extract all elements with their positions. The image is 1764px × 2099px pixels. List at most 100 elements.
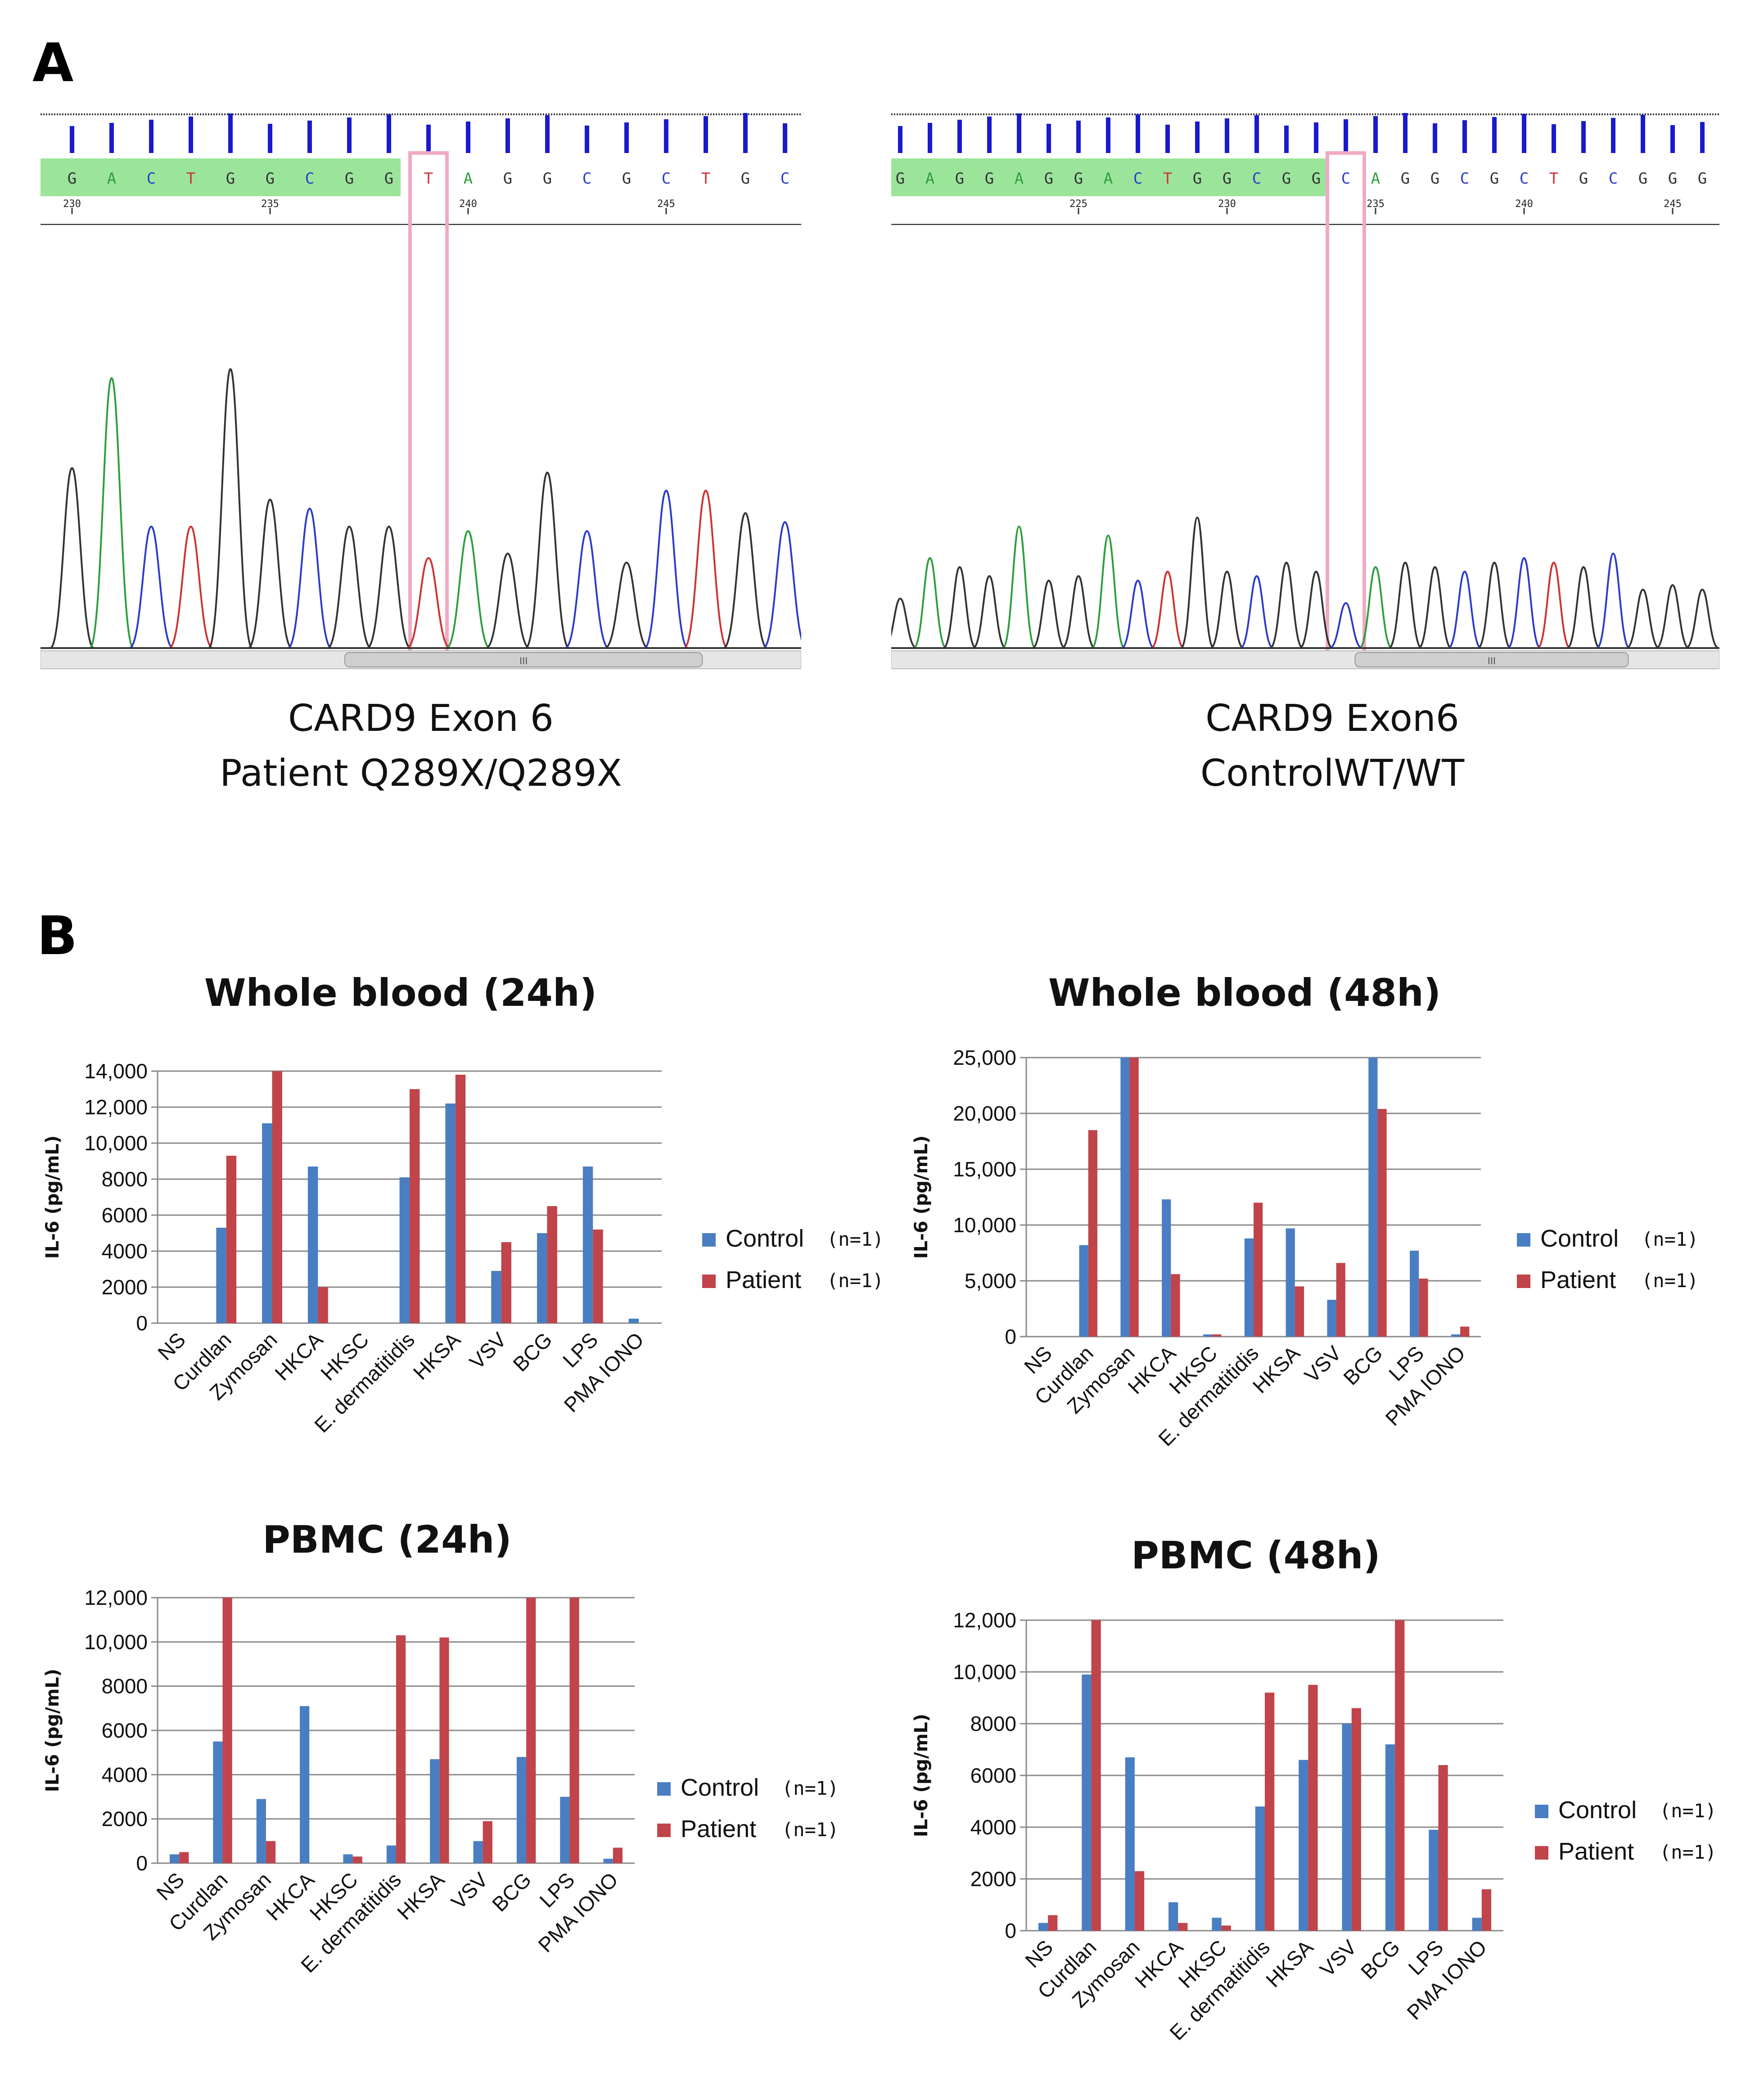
panel-label-a: A bbox=[32, 32, 74, 94]
y-tick-label: 0 bbox=[1005, 1325, 1016, 1348]
chromatogram-peak bbox=[485, 552, 530, 649]
chart-title: Whole blood (24h) bbox=[204, 971, 597, 1015]
quality-bar bbox=[1017, 113, 1021, 153]
y-tick-label: 10,000 bbox=[84, 1630, 148, 1653]
bar-control bbox=[473, 1841, 483, 1863]
y-tick-label: 0 bbox=[136, 1311, 148, 1335]
chromatogram-peak bbox=[972, 575, 1006, 649]
bar-control bbox=[307, 1167, 318, 1323]
legend-n-control: (n=1) bbox=[1660, 1800, 1716, 1822]
base-call: C bbox=[662, 170, 671, 188]
chromatogram-peak bbox=[564, 530, 609, 649]
base-call: T bbox=[701, 170, 710, 188]
legend-n-control: (n=1) bbox=[827, 1228, 882, 1250]
x-tick-label: VSV bbox=[1300, 1341, 1346, 1387]
base-call: C bbox=[1341, 170, 1350, 188]
bar-control bbox=[1162, 1199, 1171, 1337]
base-call: T bbox=[1549, 170, 1558, 188]
trace-quality-band bbox=[891, 158, 1328, 196]
y-tick-label: 10,000 bbox=[84, 1131, 148, 1155]
chromatogram-peak bbox=[1477, 561, 1511, 649]
base-call: G bbox=[345, 170, 354, 188]
position-label: 225 bbox=[1069, 198, 1087, 210]
bar-control bbox=[1255, 1806, 1265, 1931]
chromatogram-peak bbox=[446, 530, 491, 649]
base-call: G bbox=[1044, 170, 1053, 188]
x-tick-label: BCG bbox=[487, 1868, 536, 1916]
quality-bar bbox=[1106, 117, 1110, 153]
base-call: G bbox=[1074, 170, 1083, 188]
y-tick-label: 6000 bbox=[102, 1203, 148, 1227]
base-call: G bbox=[1223, 170, 1232, 188]
chromatogram-peak bbox=[1626, 588, 1660, 649]
bar-control bbox=[1203, 1334, 1213, 1337]
bar-patient bbox=[272, 1071, 282, 1323]
base-call: G bbox=[1579, 170, 1588, 188]
x-tick-label: HKCA bbox=[270, 1328, 327, 1385]
bar-patient bbox=[1460, 1326, 1470, 1337]
bar-control bbox=[560, 1797, 570, 1863]
bar-control bbox=[1368, 1058, 1378, 1337]
quality-bar bbox=[957, 120, 962, 153]
bar-control bbox=[1429, 1829, 1439, 1931]
chromatogram-peak bbox=[1656, 584, 1690, 649]
bar-control bbox=[262, 1123, 272, 1323]
y-tick-label: 6000 bbox=[970, 1764, 1016, 1787]
base-call: A bbox=[107, 170, 116, 188]
quality-bar bbox=[307, 121, 312, 153]
quality-bar bbox=[466, 122, 470, 153]
quality-bar bbox=[624, 122, 629, 153]
quality-bar bbox=[783, 123, 787, 153]
base-call: G bbox=[896, 170, 905, 188]
bar-control bbox=[1168, 1902, 1178, 1931]
y-tick-label: 2000 bbox=[102, 1275, 148, 1299]
caption-patient: CARD9 Exon 6 Patient Q289X/Q289X bbox=[41, 691, 801, 801]
bar-patient bbox=[1254, 1203, 1263, 1337]
chart-title: PBMC (48h) bbox=[1131, 1533, 1381, 1577]
chromatogram-peak bbox=[1210, 570, 1244, 649]
base-call: G bbox=[622, 170, 631, 188]
panel-label-b: B bbox=[37, 905, 77, 967]
legend-swatch-patient bbox=[702, 1275, 716, 1288]
quality-bar bbox=[585, 126, 589, 153]
bar-control bbox=[386, 1845, 396, 1863]
chart-pbmc-48h: PBMC (48h) 0 2000 4000 6000 8000 10,000 12,000 I… bbox=[911, 1533, 1716, 2045]
bar-control bbox=[1299, 1760, 1308, 1931]
chromatogram-peak bbox=[1418, 566, 1452, 649]
chromatogram-peak bbox=[50, 467, 95, 649]
chart-title: PBMC (24h) bbox=[262, 1518, 512, 1562]
y-tick-label: 6000 bbox=[102, 1719, 148, 1742]
base-call: G bbox=[503, 170, 512, 188]
base-call: C bbox=[147, 170, 156, 188]
scrollbar-thumb bbox=[1354, 652, 1629, 667]
chromatogram-patient: III bbox=[41, 368, 801, 669]
x-tick-label: HKCA bbox=[1130, 1935, 1187, 1992]
y-tick-label: 25,000 bbox=[953, 1046, 1016, 1069]
base-call: G bbox=[955, 170, 964, 188]
base-call: A bbox=[1015, 170, 1024, 188]
y-tick-label: 2000 bbox=[102, 1807, 148, 1831]
bar-control bbox=[343, 1854, 353, 1863]
position-label: 240 bbox=[459, 198, 477, 210]
chromatogram-peak bbox=[208, 368, 253, 649]
quality-bar bbox=[1136, 114, 1140, 153]
x-tick-label: VSV bbox=[447, 1868, 492, 1914]
bar-control bbox=[1244, 1238, 1254, 1337]
legend-n-patient: (n=1) bbox=[782, 1819, 839, 1841]
bar-patient bbox=[1308, 1685, 1318, 1931]
trace-quality-band bbox=[41, 158, 401, 196]
bar-patient bbox=[1419, 1279, 1428, 1337]
quality-bar bbox=[426, 125, 431, 153]
sequencing-trace-control: G A G G A G G A C T G G C G G C A G G C G C T G C G G G 225 230 235 240… bbox=[891, 108, 1719, 660]
bar-patient bbox=[1265, 1693, 1275, 1931]
chromatogram-peak bbox=[248, 498, 293, 649]
position-label: 230 bbox=[1218, 198, 1236, 210]
base-call: G bbox=[1193, 170, 1202, 188]
chromatogram-peak bbox=[943, 566, 977, 649]
bar-patient bbox=[1395, 1620, 1405, 1931]
base-call: C bbox=[1520, 170, 1529, 188]
bar-control bbox=[1410, 1251, 1419, 1337]
y-tick-label: 10,000 bbox=[953, 1660, 1016, 1684]
x-tick-label: NS bbox=[1020, 1935, 1057, 1972]
legend-n-control: (n=1) bbox=[782, 1777, 839, 1799]
